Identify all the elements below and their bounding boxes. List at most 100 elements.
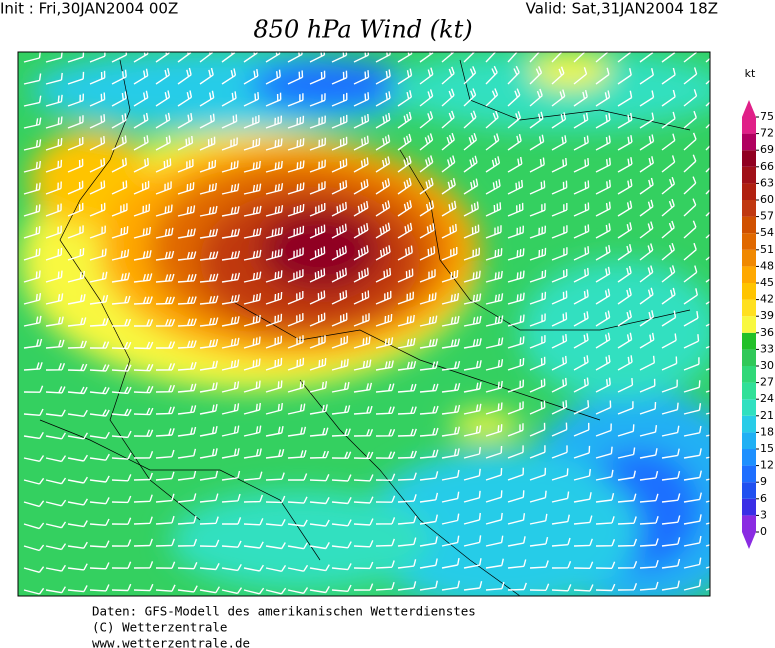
wind-barb — [595, 377, 611, 393]
wind-barb — [111, 135, 127, 151]
wind-barb — [639, 581, 659, 591]
wind-barb — [617, 52, 632, 63]
wind-barb — [705, 544, 710, 547]
wind-barb — [617, 178, 633, 195]
wind-barb — [639, 448, 658, 459]
wind-barb — [111, 539, 132, 547]
wind-barb — [265, 248, 283, 261]
wind-barb — [573, 67, 588, 85]
wind-barb — [155, 471, 175, 481]
colorbar-segment — [742, 399, 756, 416]
wind-barb — [353, 359, 372, 371]
wind-barb — [155, 538, 175, 547]
wind-barb — [353, 518, 374, 526]
wind-barb — [243, 541, 264, 549]
wind-barb — [265, 472, 285, 481]
wind-barb — [705, 211, 710, 217]
wind-barb — [485, 581, 505, 591]
wind-barb — [199, 562, 220, 571]
wind-barb — [551, 225, 568, 239]
wind-barb — [111, 295, 131, 305]
wind-barb — [485, 270, 503, 283]
wind-barb — [441, 66, 455, 85]
wind-barb — [353, 496, 374, 504]
wind-barb — [551, 180, 568, 195]
wind-barb — [133, 429, 154, 437]
wind-barb — [507, 156, 523, 173]
wind-barb — [661, 493, 681, 503]
wind-barb — [375, 495, 396, 503]
wind-barb — [331, 496, 352, 505]
wind-barb — [375, 134, 391, 151]
wind-barb — [529, 203, 546, 217]
wind-barb — [661, 67, 676, 85]
wind-barb — [331, 92, 348, 107]
wind-barb — [265, 335, 283, 349]
wind-barb — [441, 469, 460, 481]
wind-barb — [683, 89, 698, 107]
wind-barb — [551, 537, 571, 547]
wind-barb — [507, 513, 526, 525]
wind-barb — [45, 203, 62, 217]
wind-barb — [397, 581, 417, 591]
wind-barb — [199, 448, 218, 459]
wind-barb — [661, 155, 676, 173]
wind-barb — [639, 515, 659, 525]
wind-barb — [529, 157, 545, 173]
wind-barb — [287, 247, 304, 261]
wind-barb — [309, 290, 326, 305]
wind-barb — [265, 69, 281, 85]
wind-barb — [45, 159, 63, 173]
wind-barb — [485, 293, 504, 305]
colorbar-segment — [742, 382, 756, 400]
wind-barb — [573, 180, 590, 195]
wind-barb — [507, 133, 522, 151]
wind-barb — [177, 470, 197, 481]
wind-barb — [309, 93, 326, 107]
wind-barb — [507, 445, 524, 459]
wind-barb — [155, 406, 175, 415]
footer-line: www.wetterzentrale.de — [92, 636, 250, 648]
wind-barb — [551, 157, 568, 173]
wind-barb — [89, 431, 110, 439]
wind-barb — [617, 538, 638, 547]
wind-barb — [89, 202, 106, 217]
wind-barb — [133, 451, 154, 459]
wind-barb — [661, 287, 676, 305]
wind-barb — [419, 269, 436, 283]
wind-barb — [683, 311, 699, 327]
wind-barb — [45, 455, 67, 463]
wind-barb — [551, 377, 567, 393]
colorbar-over — [742, 100, 756, 117]
wind-barb — [23, 139, 42, 151]
wind-barb — [463, 178, 479, 195]
wind-barb — [45, 564, 66, 572]
wind-barb — [89, 114, 106, 129]
colorbar-label: 9 — [760, 475, 767, 488]
wind-barb — [463, 155, 478, 173]
wind-barb — [133, 273, 153, 283]
wind-barb — [45, 362, 66, 371]
wind-barb — [45, 521, 67, 529]
wind-barb — [353, 382, 373, 393]
wind-barb — [133, 203, 151, 217]
wind-barb — [507, 357, 525, 371]
wind-barb — [89, 453, 110, 461]
wind-barb — [595, 288, 611, 305]
wind-barb — [155, 296, 175, 305]
wind-barb — [419, 471, 439, 481]
wind-barb — [67, 454, 88, 462]
wind-barb — [155, 250, 175, 261]
wind-barb — [111, 249, 130, 261]
wind-barb — [595, 266, 611, 283]
wind-barb — [353, 245, 369, 261]
wind-barb — [199, 382, 218, 393]
colorbar-label: 21 — [760, 409, 774, 422]
wind-barb — [331, 405, 351, 415]
wind-barb — [111, 430, 132, 439]
wind-barb — [67, 136, 84, 151]
wind-barb — [683, 220, 697, 239]
wind-barb — [617, 200, 633, 217]
wind-barb — [155, 363, 176, 371]
wind-barb — [309, 450, 330, 459]
